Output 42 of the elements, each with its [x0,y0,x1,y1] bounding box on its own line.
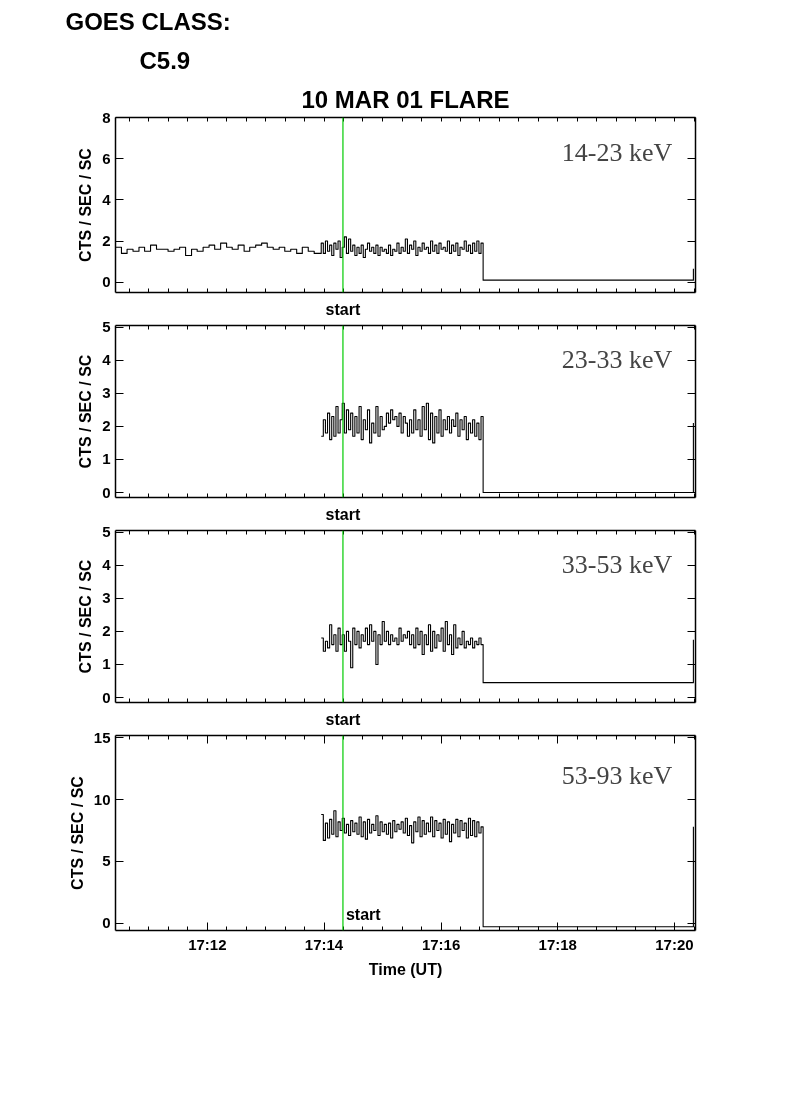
y-tick-label: 6 [102,149,111,167]
text: C5.9 [139,46,191,74]
y-tick-label: 2 [102,622,111,640]
ref-line-label: start [325,710,361,728]
ref-line-label: start [345,905,382,923]
text: 33-53 keV [561,549,673,579]
y-tick-label: 5 [102,852,111,870]
y-tick-label: 4 [102,556,112,574]
text: 53-93 keV [561,761,673,791]
y-tick-label: 10 [93,790,111,808]
y-axis-title: CTS / SEC / SC [77,354,95,469]
y-tick-label: 5 [102,523,111,541]
x-tick-label: 17:20 [655,935,694,953]
text: 23-33 keV [561,344,673,374]
y-axis-title: CTS / SEC / SC [68,775,86,890]
y-tick-label: 3 [102,589,111,607]
y-tick-label: 1 [102,655,111,673]
x-tick-label: 17:16 [421,935,461,953]
y-axis-title: CTS / SEC / SC [77,559,95,674]
text: GOES CLASS: [65,7,231,35]
y-tick-label: 5 [102,318,111,336]
y-tick-label: 0 [102,914,111,932]
y-axis-title: CTS / SEC / SC [77,147,95,262]
y-tick-label: 4 [102,351,112,369]
ref-line-label: start [325,300,361,318]
x-axis-title: Time (UT) [368,960,443,978]
y-tick-label: 2 [102,417,111,435]
y-tick-label: 1 [102,450,111,468]
y-tick-label: 15 [93,728,111,746]
y-tick-label: 0 [102,688,111,706]
chart-title: 10 MAR 01 FLARE [301,85,510,113]
y-tick-label: 8 [102,108,111,126]
y-tick-label: 0 [102,483,111,501]
y-tick-label: 0 [102,273,111,291]
y-tick-label: 4 [102,190,112,208]
x-tick-label: 17:18 [538,935,577,953]
y-tick-label: 3 [102,384,111,402]
ref-line-label: start [325,505,361,523]
y-tick-label: 2 [102,232,111,250]
text: 14-23 keV [561,137,673,167]
x-tick-label: 17:14 [304,935,344,953]
x-tick-label: 17:12 [188,935,227,953]
